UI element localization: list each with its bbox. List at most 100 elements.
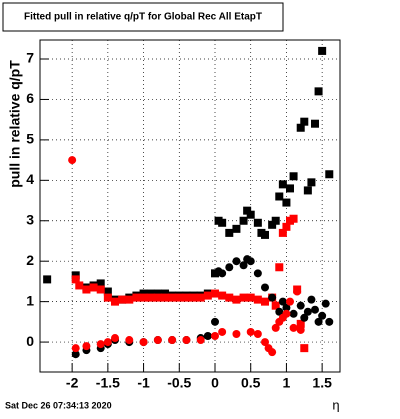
square-marker <box>275 263 284 272</box>
y-tick-label: 1 <box>26 292 34 308</box>
square-marker <box>289 214 298 223</box>
square-marker <box>239 293 248 302</box>
x-tick-label: 0 <box>211 375 219 391</box>
circle-marker <box>321 299 330 308</box>
circle-marker <box>253 269 262 278</box>
square-marker <box>278 180 287 189</box>
circle-marker <box>303 307 312 316</box>
circle-marker <box>218 327 227 336</box>
circle-marker <box>246 257 255 266</box>
square-marker <box>246 293 255 302</box>
y-tick-label: 7 <box>26 50 34 66</box>
circle-marker <box>261 283 269 292</box>
square-marker <box>146 289 155 298</box>
square-marker <box>82 285 91 294</box>
circle-marker <box>286 297 294 306</box>
square-marker <box>232 224 241 233</box>
circle-marker <box>307 295 316 304</box>
square-marker <box>243 206 252 215</box>
square-marker <box>153 293 162 302</box>
y-tick-label: 3 <box>26 211 34 227</box>
y-tick-label: 2 <box>26 252 34 268</box>
square-marker <box>261 297 269 306</box>
chart-title: Fitted pull in relative q/pT for Global … <box>24 12 262 23</box>
square-marker <box>175 293 184 302</box>
circle-marker <box>211 332 219 341</box>
square-marker <box>253 295 262 304</box>
square-marker <box>161 293 169 302</box>
square-marker <box>218 291 227 300</box>
x-tick-label: -1 <box>137 375 150 391</box>
y-tick-label: 4 <box>26 171 34 187</box>
circle-marker <box>232 257 241 266</box>
circle-marker <box>296 301 305 310</box>
circle-marker <box>225 263 234 272</box>
square-marker <box>89 283 98 292</box>
circle-marker <box>289 323 298 332</box>
y-tick-label: 6 <box>26 90 34 106</box>
circle-marker <box>232 329 241 338</box>
square-marker <box>182 293 191 302</box>
square-marker <box>103 287 112 296</box>
square-marker <box>43 275 52 284</box>
square-marker <box>271 216 280 225</box>
square-marker <box>146 293 155 302</box>
square-marker <box>318 46 327 55</box>
square-marker <box>325 170 334 179</box>
square-marker <box>118 295 127 304</box>
circle-marker <box>278 297 287 306</box>
square-marker <box>271 301 280 310</box>
circle-marker <box>268 348 277 357</box>
x-tick-label: -1.5 <box>96 375 120 391</box>
y-axis-label: pull in relative q/pT <box>7 60 23 188</box>
x-tick-label: 0.5 <box>241 375 261 391</box>
square-marker <box>103 293 112 302</box>
circle-marker <box>268 293 277 302</box>
circle-marker <box>96 340 105 349</box>
circle-marker <box>103 338 112 347</box>
circle-marker <box>68 156 77 165</box>
circle-marker <box>211 317 219 326</box>
square-marker <box>232 295 241 304</box>
circle-marker <box>289 309 298 318</box>
square-marker <box>211 269 219 278</box>
circle-marker <box>82 342 91 351</box>
square-marker <box>218 218 227 227</box>
square-marker <box>303 186 312 195</box>
square-marker <box>71 271 80 280</box>
square-marker <box>253 218 262 227</box>
circle-marker <box>218 269 227 278</box>
circle-marker <box>196 336 205 345</box>
square-marker <box>246 210 255 219</box>
square-marker <box>168 293 177 302</box>
square-marker <box>307 178 316 187</box>
circle-marker <box>282 309 291 318</box>
square-marker <box>300 117 309 126</box>
circle-marker <box>311 305 319 314</box>
square-marker <box>203 291 212 300</box>
x-tick-label: -0.5 <box>167 375 191 391</box>
square-marker <box>314 87 323 96</box>
square-marker <box>132 293 141 302</box>
square-marker <box>261 230 269 239</box>
square-marker <box>225 228 234 237</box>
square-marker <box>311 119 319 128</box>
circle-marker <box>293 287 302 296</box>
square-marker <box>282 222 291 231</box>
square-marker <box>139 293 148 302</box>
circle-marker <box>318 311 327 320</box>
square-marker <box>139 289 148 298</box>
circle-marker <box>168 336 177 345</box>
circle-marker <box>296 325 305 334</box>
circle-marker <box>153 336 162 345</box>
square-marker <box>125 295 134 304</box>
circle-marker <box>125 336 134 345</box>
square-marker <box>71 275 80 284</box>
y-tick-label: 0 <box>26 333 34 349</box>
square-marker <box>96 285 105 294</box>
x-tick-label: 1.5 <box>312 375 332 391</box>
square-marker <box>300 344 309 353</box>
circle-marker <box>314 317 323 326</box>
circle-marker <box>261 338 269 347</box>
